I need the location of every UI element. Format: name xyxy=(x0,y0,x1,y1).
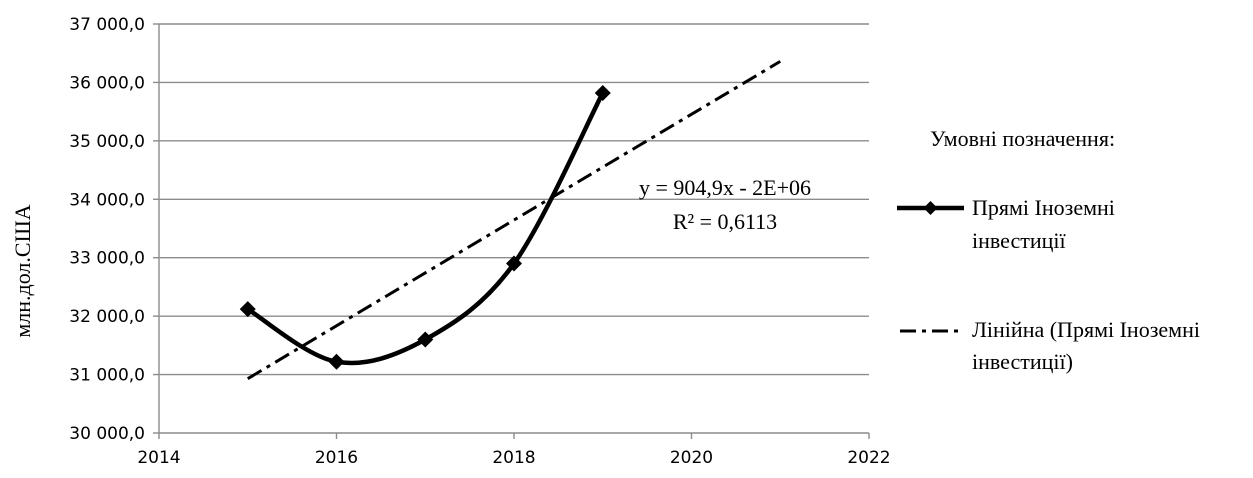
x-tick-label: 2014 xyxy=(137,448,180,468)
trend-r-squared: R² = 0,6113 xyxy=(673,209,777,234)
legend-series-marker xyxy=(923,201,938,215)
legend-trend-label-line2: інвестиції) xyxy=(972,349,1073,374)
data-point-marker xyxy=(506,255,522,272)
axes xyxy=(158,24,869,434)
x-tick-label: 2020 xyxy=(670,448,713,468)
legend-series-label-line2: інвестиції xyxy=(972,228,1066,253)
legend-trend-label-line1: Лінійна (Прямі Іноземні xyxy=(972,317,1200,342)
data-point-marker xyxy=(417,331,434,348)
y-tick-label: 33 000,0 xyxy=(69,249,145,269)
data-point-marker xyxy=(239,301,256,318)
x-tick-label: 2022 xyxy=(847,448,890,468)
y-tick-label: 31 000,0 xyxy=(69,366,145,386)
x-tick-labels: 2014 2016 2018 2020 2022 xyxy=(137,448,890,468)
y-tick-labels: 30 000,0 31 000,0 32 000,0 33 000,0 34 000,0… xyxy=(69,15,145,444)
series-group xyxy=(239,84,611,370)
y-tick-label: 36 000,0 xyxy=(69,73,145,93)
data-point-marker xyxy=(594,84,611,101)
series-line xyxy=(246,91,605,366)
y-axis-label: млн.дол.США xyxy=(10,204,35,337)
trend-equation: y = 904,9x - 2E+06 xyxy=(639,175,811,200)
x-tick-label: 2018 xyxy=(492,448,535,468)
y-tick-label: 32 000,0 xyxy=(69,307,145,327)
legend-series-label-line1: Прямі Іноземні xyxy=(972,195,1115,220)
y-tick-label: 35 000,0 xyxy=(69,132,145,152)
trendline xyxy=(246,60,782,380)
legend: Умовні позначення: Прямі Іноземні інвест… xyxy=(897,126,1200,374)
y-tick-label: 34 000,0 xyxy=(69,190,145,210)
y-tick-label: 37 000,0 xyxy=(69,15,145,35)
data-point-marker xyxy=(328,353,345,370)
trendline-group xyxy=(246,60,782,380)
legend-title: Умовні позначення: xyxy=(930,126,1115,151)
y-tick-label: 30 000,0 xyxy=(69,424,145,444)
x-tick-label: 2016 xyxy=(315,448,358,468)
